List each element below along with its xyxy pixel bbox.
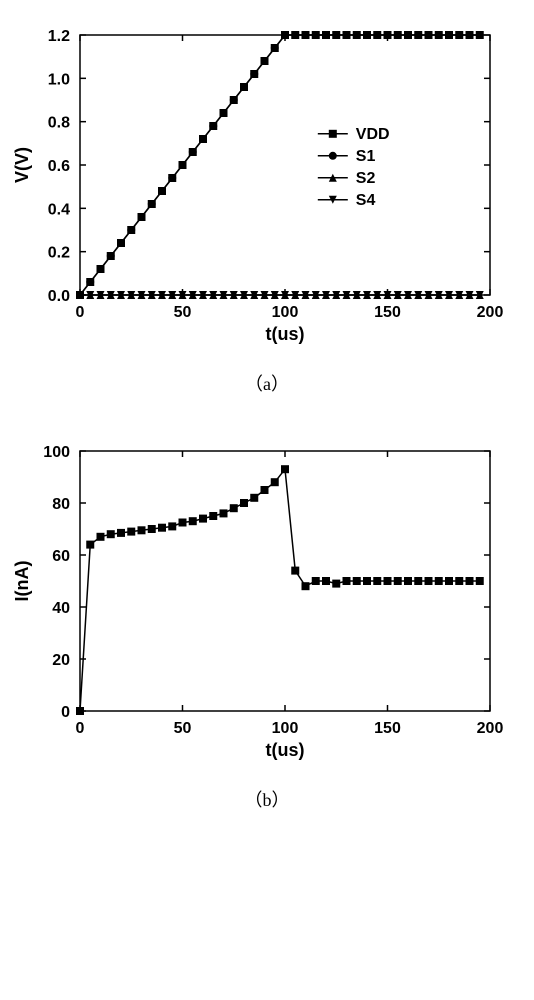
svg-text:0: 0	[76, 304, 85, 321]
svg-text:100: 100	[272, 304, 299, 321]
chart-b-caption: （b）	[10, 786, 524, 812]
svg-text:S4: S4	[356, 192, 376, 209]
svg-text:1.2: 1.2	[48, 28, 70, 45]
chart-b-container: 0 50 100 150 200 0 20 40 60 80 100 t(us) I(nA)	[10, 436, 524, 766]
svg-text:0.2: 0.2	[48, 245, 70, 262]
svg-text:150: 150	[374, 304, 401, 321]
svg-text:V(V): V(V)	[12, 147, 32, 183]
svg-text:40: 40	[52, 600, 70, 617]
svg-text:1.0: 1.0	[48, 71, 70, 88]
svg-text:200: 200	[477, 304, 504, 321]
svg-text:20: 20	[52, 652, 70, 669]
svg-text:80: 80	[52, 496, 70, 513]
svg-text:150: 150	[374, 720, 401, 737]
svg-text:200: 200	[477, 720, 504, 737]
svg-text:S2: S2	[356, 170, 376, 187]
svg-text:0: 0	[61, 704, 70, 721]
chart-b: 0 50 100 150 200 0 20 40 60 80 100 t(us) I(nA)	[10, 436, 510, 766]
svg-text:100: 100	[43, 444, 70, 461]
svg-text:t(us): t(us)	[266, 740, 305, 760]
svg-text:0.0: 0.0	[48, 288, 70, 305]
chart-a-container: 0 50 100 150 200 0.0 0.2 0.4 0.6 0.8 1.0 1.2 t(us) V(…	[10, 20, 524, 350]
svg-text:I(nA): I(nA)	[12, 561, 32, 602]
svg-text:60: 60	[52, 548, 70, 565]
svg-text:100: 100	[272, 720, 299, 737]
svg-text:50: 50	[174, 304, 192, 321]
svg-text:S1: S1	[356, 148, 376, 165]
svg-text:0.8: 0.8	[48, 115, 70, 132]
svg-text:50: 50	[174, 720, 192, 737]
svg-text:0.4: 0.4	[48, 201, 70, 218]
svg-text:t(us): t(us)	[266, 324, 305, 344]
svg-text:VDD: VDD	[356, 126, 390, 143]
svg-text:0.6: 0.6	[48, 158, 70, 175]
chart-a: 0 50 100 150 200 0.0 0.2 0.4 0.6 0.8 1.0 1.2 t(us) V(…	[10, 20, 510, 350]
svg-text:0: 0	[76, 720, 85, 737]
chart-a-caption: （a）	[10, 370, 524, 396]
